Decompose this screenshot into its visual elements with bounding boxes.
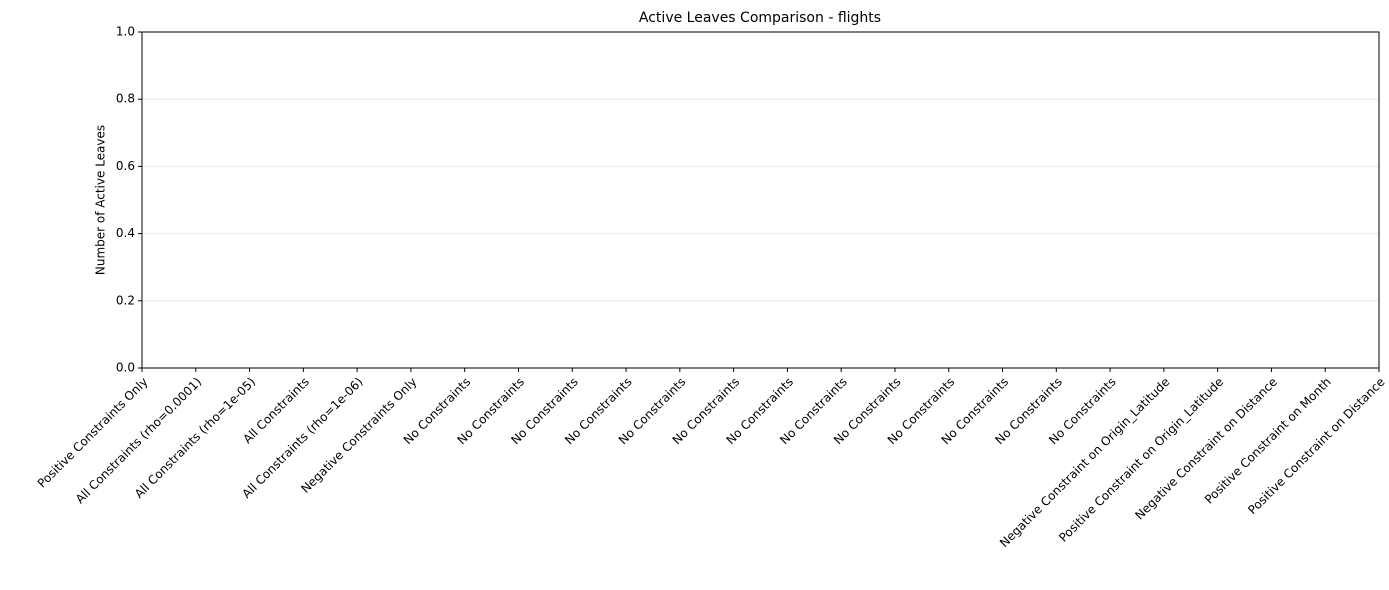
chart-title: Active Leaves Comparison - flights [639,10,881,26]
y-tick-label: 0.8 [116,92,135,106]
x-tick-label: Negative Constraints Only [298,375,419,496]
y-tick-label: 0.2 [116,293,135,307]
x-tick-label: Positive Constraints Only [35,375,151,491]
y-axis-label: Number of Active Leaves [94,125,108,275]
y-tick-label: 0.4 [116,226,135,240]
plot-frame [141,31,1380,369]
y-tick-label: 0.6 [116,159,135,173]
y-tick-label: 0.0 [116,361,135,375]
y-tick-label: 1.0 [116,25,135,39]
